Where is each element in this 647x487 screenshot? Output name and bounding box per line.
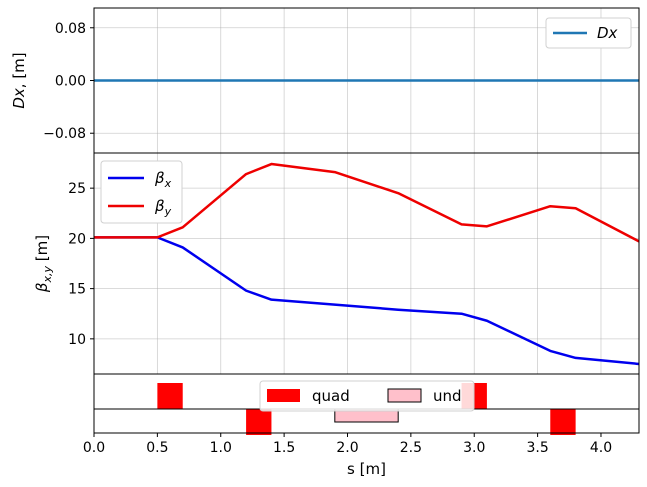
lattice-x-ticks: 0.0 0.5 1.0 1.5 2.0 2.5 3.0 3.5 4.0 xyxy=(83,433,612,456)
dispersion-ytick-label-0: 0.08 xyxy=(55,21,86,37)
lattice-quad-4 xyxy=(550,409,576,435)
beta-ytick-label-3: 10 xyxy=(68,332,86,348)
dispersion-y-axis-label: Dx, [m] xyxy=(10,52,28,108)
lattice-frame xyxy=(93,373,640,434)
xtick-label-3: 1.5 xyxy=(273,440,295,456)
xtick-label-1: 0.5 xyxy=(146,440,168,456)
xtick-label-2: 1.0 xyxy=(210,440,232,456)
xtick-label-6: 3.0 xyxy=(463,440,485,456)
xtick-label-4: 2.0 xyxy=(336,440,358,456)
legend-swatch-quad xyxy=(267,389,300,402)
lattice-quad-1 xyxy=(246,409,272,435)
series-line-beta-y xyxy=(94,162,640,243)
xtick-label-7: 3.5 xyxy=(526,440,548,456)
lattice-legend: quad und xyxy=(259,380,475,412)
xtick-label-5: 2.5 xyxy=(400,440,422,456)
beta-legend: βx βy xyxy=(100,160,183,224)
beta-y-axis-label: βx,y [m] xyxy=(33,235,54,293)
dispersion-panel: 0.08 0.00 −0.08 Dx, [m] Dx xyxy=(10,7,640,154)
legend-swatch-und xyxy=(387,388,422,403)
dispersion-legend: Dx xyxy=(545,17,632,49)
beta-y-ticks: 25 20 15 10 xyxy=(68,181,94,348)
beta-panel: 25 20 15 10 βx,y [m] βx βy xyxy=(33,152,640,375)
legend-label-und: und xyxy=(433,387,462,405)
dispersion-y-ticks: 0.08 0.00 −0.08 xyxy=(43,21,94,142)
beta-ytick-label-1: 20 xyxy=(68,231,86,247)
beta-lines xyxy=(94,162,640,366)
dispersion-ytick-label-1: 0.00 xyxy=(55,74,86,90)
beta-legend-box xyxy=(100,160,183,224)
lattice-quad-0 xyxy=(157,383,183,409)
lattice-elements xyxy=(157,383,576,435)
legend-label-quad: quad xyxy=(312,387,350,405)
beta-ytick-label-0: 25 xyxy=(68,181,86,197)
x-axis-label: s [m] xyxy=(347,460,386,478)
xtick-label-0: 0.0 xyxy=(83,440,105,456)
dispersion-ytick-label-2: −0.08 xyxy=(43,126,86,142)
lattice-panel: 0.0 0.5 1.0 1.5 2.0 2.5 3.0 3.5 4.0 s [m] quad u… xyxy=(83,373,640,478)
legend-label-dx: Dx xyxy=(597,24,618,42)
legend-label-beta-y: βy xyxy=(154,197,172,218)
legend-label-beta-x: βx xyxy=(154,169,172,190)
xtick-label-8: 4.0 xyxy=(590,440,612,456)
dispersion-legend-box xyxy=(545,17,632,49)
beta-ytick-label-2: 15 xyxy=(68,282,86,298)
series-line-beta-x xyxy=(94,236,640,366)
